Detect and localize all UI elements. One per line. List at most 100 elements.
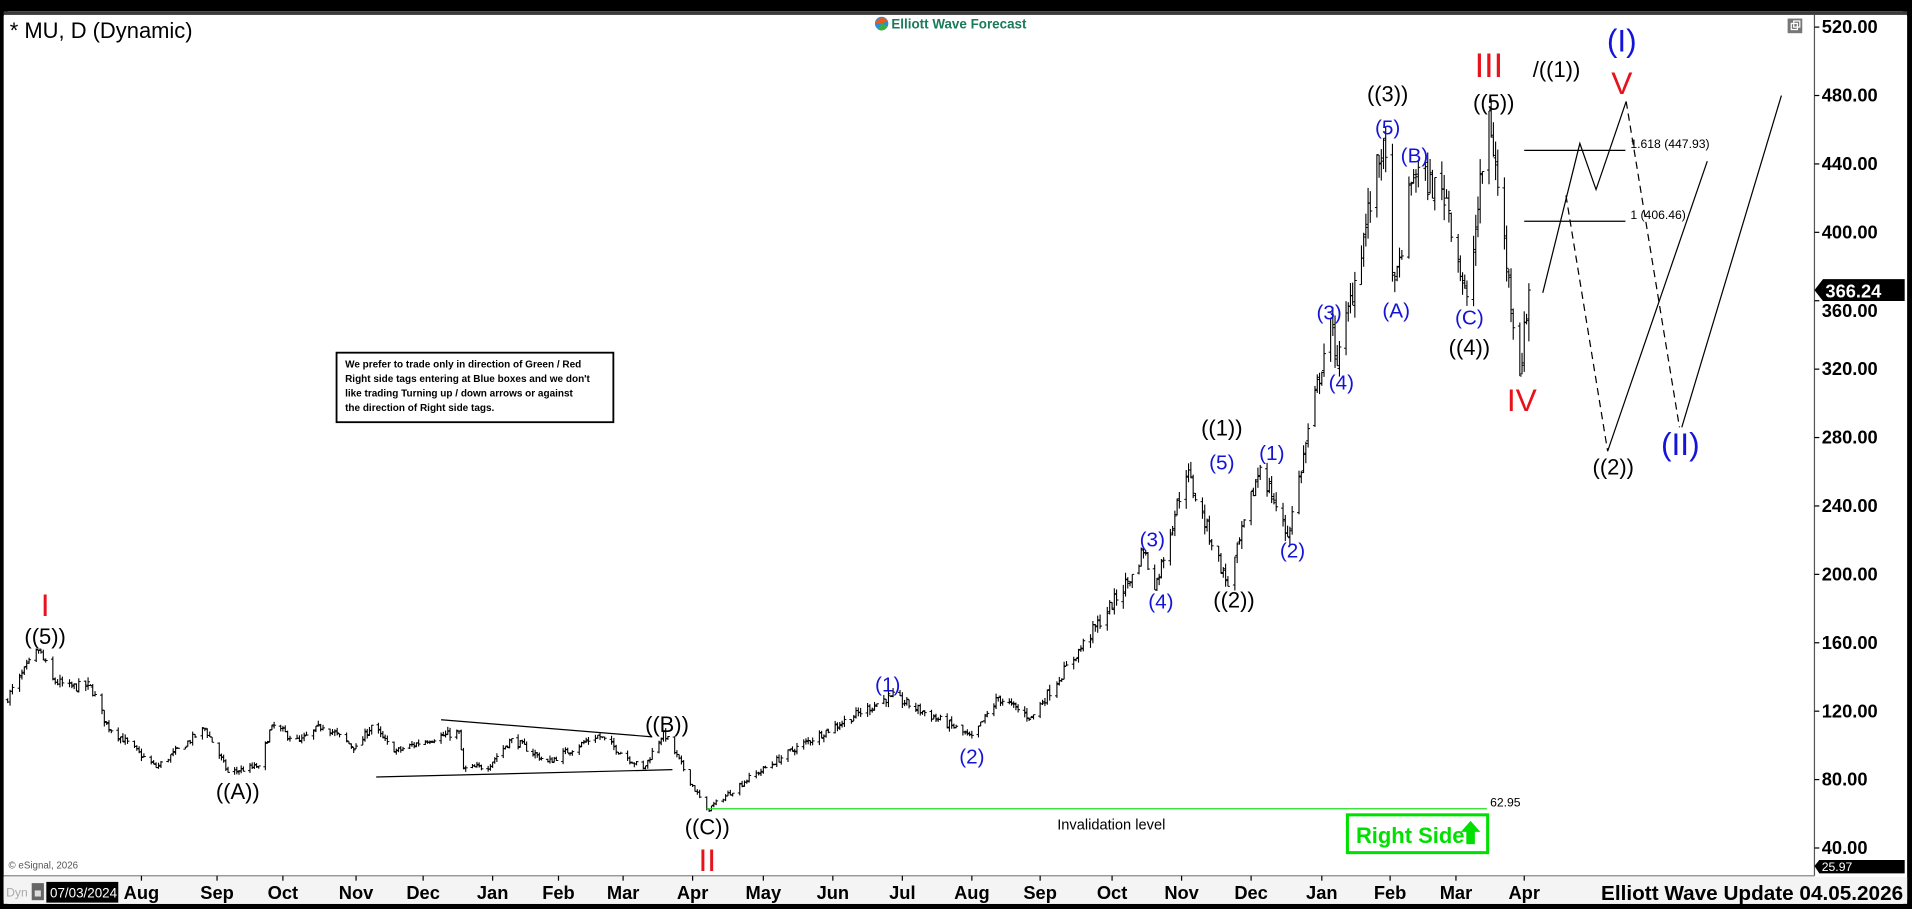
price-bar <box>1031 714 1036 720</box>
wave-label: (2) <box>959 746 984 769</box>
x-tick-label: Dec <box>1234 882 1268 903</box>
projection-path <box>1625 101 1681 428</box>
price-bar <box>904 697 909 706</box>
triangle-line <box>441 719 653 738</box>
price-bar <box>1465 280 1469 306</box>
update-label: Elliott Wave Update 04.05.2026 <box>1601 882 1903 905</box>
price-bar <box>918 703 923 716</box>
time-axis[interactable] <box>3 877 1908 904</box>
price-bar <box>173 745 178 755</box>
price-bar <box>168 754 173 763</box>
price-bar <box>1313 385 1317 427</box>
x-tick-label: Feb <box>1374 882 1407 903</box>
x-tick-label: Sep <box>1023 882 1057 903</box>
price-bar <box>1114 589 1119 606</box>
y-tick-label: 360.00 <box>1822 300 1878 321</box>
price-bar <box>1442 174 1447 221</box>
lock-icon[interactable] <box>31 883 44 901</box>
price-bar <box>1416 160 1421 188</box>
price-bar <box>747 772 752 783</box>
dynamic-mode-label[interactable]: Dyn <box>6 886 28 900</box>
y-tick-label: 280.00 <box>1822 427 1878 448</box>
price-bar <box>837 722 842 731</box>
price-bar <box>337 733 342 738</box>
price-bars <box>5 98 1531 812</box>
price-bar <box>367 726 372 736</box>
price-bar <box>586 736 591 745</box>
price-bar <box>1253 479 1258 497</box>
price-bar <box>985 710 990 718</box>
price-bar <box>931 714 936 720</box>
price-bar <box>1414 169 1418 193</box>
price-bar <box>1095 615 1100 633</box>
wave-label: (3) <box>1140 529 1165 552</box>
fib-level-label: 1 (406.46) <box>1630 208 1686 222</box>
price-bar <box>316 720 321 727</box>
price-bar <box>1223 563 1228 587</box>
price-bar <box>792 748 797 756</box>
price-bar <box>954 724 959 729</box>
price-bar <box>886 689 891 708</box>
price-bar <box>858 707 863 717</box>
price-bar <box>998 695 1003 707</box>
price-bar <box>104 720 109 725</box>
price-bar <box>1478 159 1483 224</box>
trading-note-box: We prefer to trade only in direction of … <box>335 351 615 424</box>
wave-label: ((5)) <box>1473 90 1514 115</box>
price-bar <box>770 761 775 769</box>
price-bar <box>509 738 514 744</box>
price-bar <box>156 762 161 769</box>
price-bar <box>1054 681 1059 698</box>
price-bar <box>1141 548 1146 559</box>
copyright: © eSignal, 2026 <box>9 860 79 871</box>
price-bar <box>851 715 856 722</box>
price-bar <box>1363 213 1368 247</box>
price-bar <box>568 752 572 756</box>
price-bar <box>1093 623 1098 632</box>
wave-label: ((A)) <box>216 779 260 804</box>
price-bar <box>1460 272 1465 295</box>
price-bar <box>120 733 125 743</box>
price-bar <box>996 697 1001 702</box>
price-bar <box>1027 718 1032 722</box>
x-tick-label: Oct <box>1097 882 1127 903</box>
price-bar <box>1303 441 1308 464</box>
y-tick-label: 200.00 <box>1822 563 1878 584</box>
price-bar <box>790 746 795 752</box>
price-bar <box>945 713 950 729</box>
price-bar <box>1249 490 1254 526</box>
wave-overlays: 62.95 Invalidation level 1.618 (447.93) 1 (… <box>376 95 1782 833</box>
price-bar <box>1409 181 1414 196</box>
price-bar <box>1281 502 1285 527</box>
projection-path <box>1565 195 1609 452</box>
price-bar <box>1274 492 1279 512</box>
price-bar <box>176 747 180 749</box>
last-price: 366.24 <box>1825 280 1882 301</box>
price-bar <box>88 684 93 687</box>
restore-window-icon[interactable] <box>1787 18 1803 34</box>
price-bar <box>1522 311 1527 372</box>
price-bar <box>494 753 499 762</box>
invalidation-label: Invalidation level <box>1057 817 1165 833</box>
wave-label: III <box>1475 47 1503 85</box>
price-bar <box>443 730 448 738</box>
price-bar <box>1271 493 1276 505</box>
price-bar <box>1395 265 1400 282</box>
price-bar <box>1299 471 1304 484</box>
price-bar <box>1524 313 1529 325</box>
price-bar <box>714 799 719 806</box>
price-bar <box>1175 498 1180 516</box>
price-bar <box>280 725 285 732</box>
price-bar <box>385 735 390 745</box>
price-bar <box>1139 547 1144 567</box>
price-bar <box>1013 702 1018 711</box>
wave-label: ((2)) <box>1593 455 1634 480</box>
price-bar <box>1007 698 1012 705</box>
price-bar <box>1287 526 1292 545</box>
price-bar <box>1071 656 1076 670</box>
price-bar <box>602 736 607 741</box>
price-bar <box>1526 283 1531 342</box>
price-bar <box>650 747 655 761</box>
price-bar <box>1011 701 1016 708</box>
price-bar <box>376 722 381 734</box>
